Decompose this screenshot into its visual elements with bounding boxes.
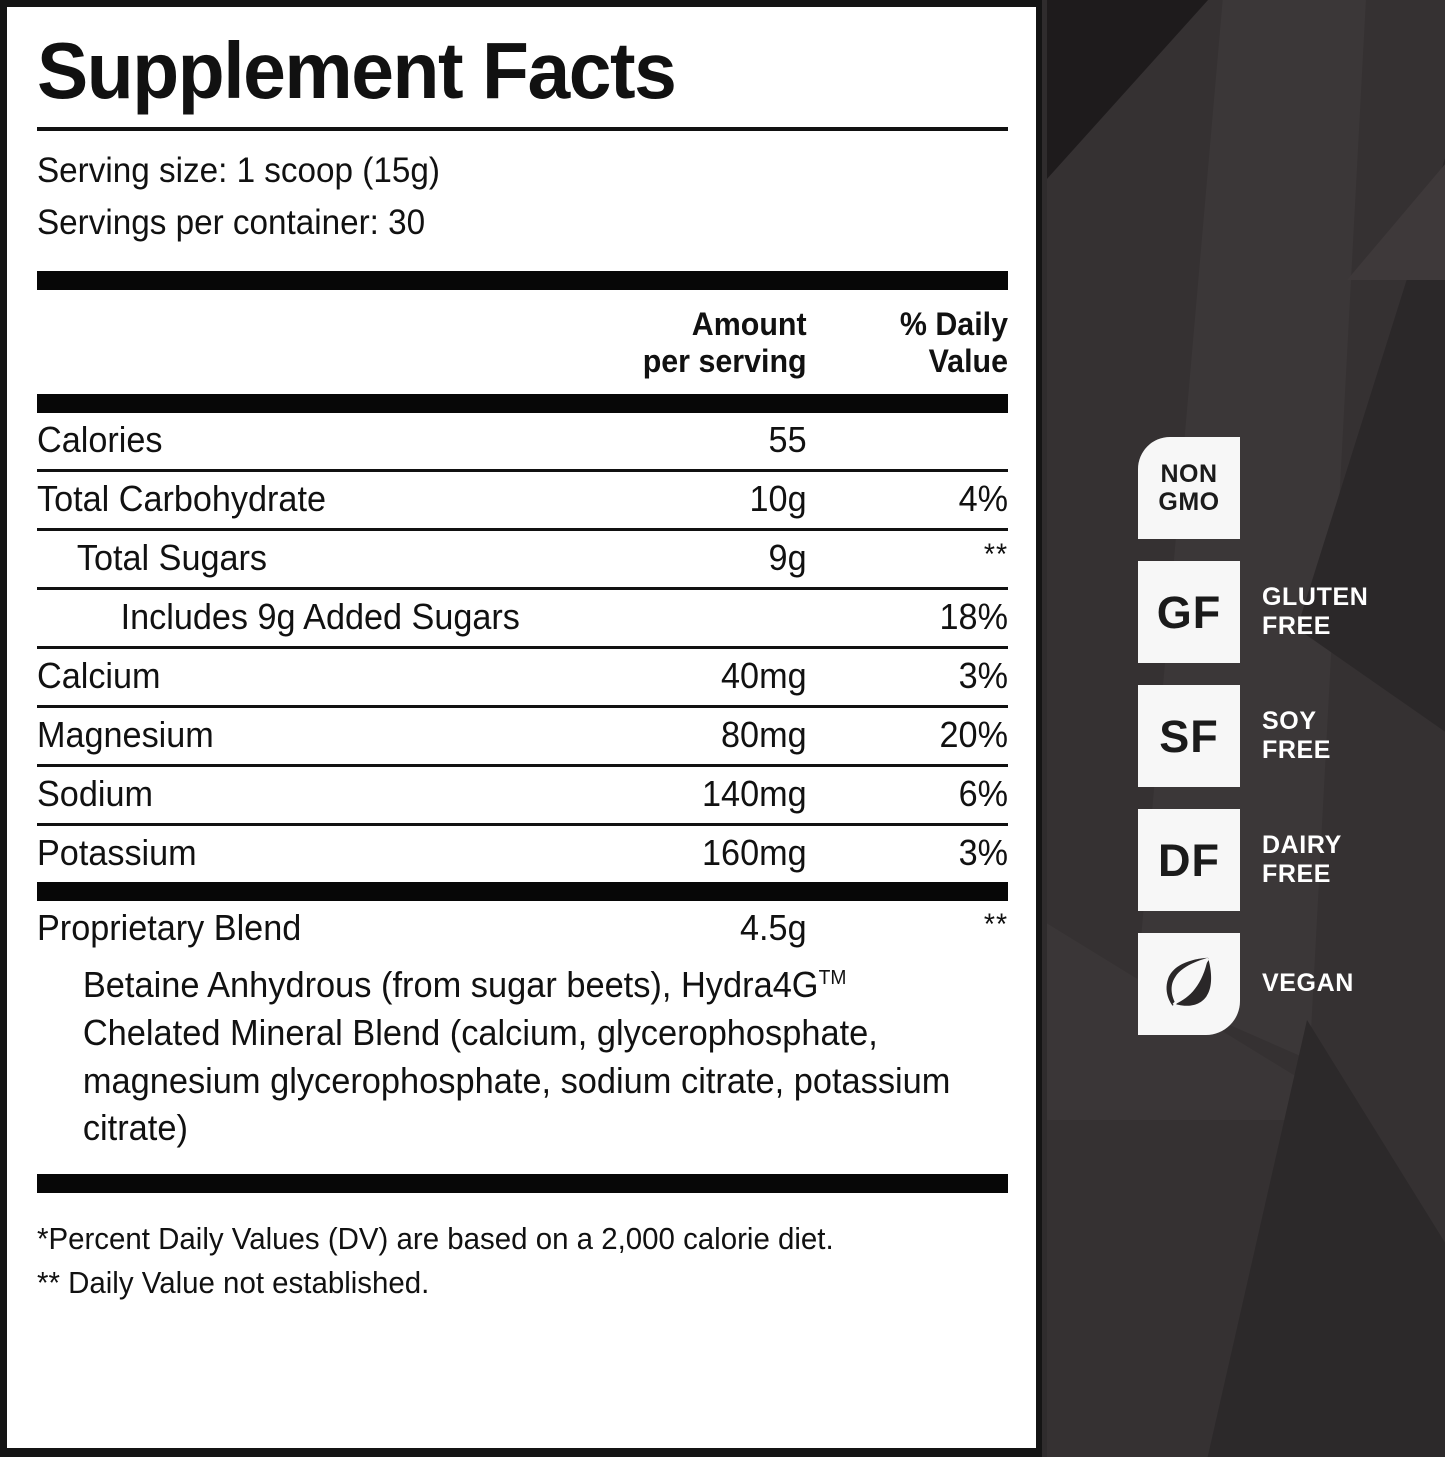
badge-abbreviation: GF <box>1156 586 1222 638</box>
badge-icon-box: NON GMO <box>1138 437 1240 539</box>
table-row: Calories 55 <box>37 413 1008 469</box>
amount-header-line2: per serving <box>642 343 807 380</box>
nutrient-daily-value: 3% <box>958 832 1008 874</box>
badge-icon-box: DF <box>1138 809 1240 911</box>
nutrient-name: Total Carbohydrate <box>37 478 326 520</box>
table-row: Includes 9g Added Sugars 18% <box>37 590 1008 646</box>
nutrient-name: Potassium <box>37 832 197 874</box>
dv-header-line2: Value <box>928 343 1008 380</box>
certification-badges: NON GMO GF GLUTEN FREE SF SOY FREE DF DAIRY FR… <box>1138 437 1438 1057</box>
badge-row: GF GLUTEN FREE <box>1138 561 1438 663</box>
table-row: Magnesium 80mg 20% <box>37 708 1008 764</box>
row-divider <box>37 823 1008 827</box>
nutrient-daily-value: 20% <box>939 714 1008 756</box>
blend-ingredients-pre: Betaine Anhydrous (from sugar beets), Hy… <box>82 964 819 1006</box>
blend-ingredients-post: Chelated Mineral Blend (calcium, glycero… <box>82 1011 951 1149</box>
divider-bar-blend <box>37 882 1008 902</box>
proprietary-blend-row: Proprietary Blend 4.5g ** <box>37 901 1008 957</box>
divider-bar-top <box>37 270 1008 290</box>
nutrient-amount: 10g <box>749 478 807 520</box>
row-divider <box>37 528 1008 532</box>
nutrient-name: Sodium <box>37 773 153 815</box>
badge-abbreviation: SF <box>1159 710 1219 762</box>
badge-row: DF DAIRY FREE <box>1138 809 1438 911</box>
proprietary-blend-ingredients: Betaine Anhydrous (from sugar beets), Hy… <box>37 957 964 1173</box>
nutrient-amount: 40mg <box>721 655 807 697</box>
row-divider <box>37 469 1008 473</box>
table-row: Potassium 160mg 3% <box>37 826 1008 882</box>
proprietary-blend-amount: 4.5g <box>740 907 807 949</box>
nutrient-daily-value: 3% <box>958 655 1008 697</box>
nutrient-table: Calories 55 Total Carbohydrate 10g 4% Total S… <box>37 413 1008 882</box>
leaf-icon <box>1166 957 1212 1006</box>
serving-info: Serving size: 1 scoop (15g) Servings per… <box>37 131 1008 271</box>
page-title: Supplement Facts <box>37 26 677 115</box>
footnotes: *Percent Daily Values (DV) are based on … <box>37 1193 959 1305</box>
proprietary-blend-dv: ** <box>983 908 1008 942</box>
nutrient-daily-value: 6% <box>958 773 1008 815</box>
panel-facet-6 <box>1347 150 1445 280</box>
nutrient-name: Magnesium <box>37 714 214 756</box>
badge-abbreviation: DF <box>1158 834 1220 886</box>
table-row: Total Carbohydrate 10g 4% <box>37 472 1008 528</box>
nutrient-daily-value: ** <box>983 538 1008 572</box>
nutrient-name: Total Sugars <box>76 537 268 579</box>
supplement-facts-panel: Supplement Facts Serving size: 1 scoop (… <box>7 7 1036 1448</box>
table-row: Sodium 140mg 6% <box>37 767 1008 823</box>
row-divider <box>37 764 1008 768</box>
nutrient-amount: 140mg <box>702 773 807 815</box>
servings-per-container: Servings per container: 30 <box>37 202 426 242</box>
nutrient-name: Calcium <box>37 655 161 697</box>
nutrient-amount: 9g <box>768 537 807 579</box>
amount-header-line1: Amount <box>691 305 807 342</box>
badge-label: DAIRY FREE <box>1262 830 1342 889</box>
column-headers: Amount per serving % Daily Value <box>37 290 1008 395</box>
badge-row: SF SOY FREE <box>1138 685 1438 787</box>
nutrient-amount: 55 <box>768 419 807 461</box>
badge-label: VEGAN <box>1262 969 1354 998</box>
nutrient-name: Includes 9g Added Sugars <box>120 596 520 638</box>
title-rule <box>37 127 1008 131</box>
footnote-daily-values: *Percent Daily Values (DV) are based on … <box>37 1220 834 1256</box>
dark-product-panel <box>1047 0 1445 1457</box>
row-divider <box>37 705 1008 709</box>
badge-icon-box: SF <box>1138 685 1240 787</box>
table-row: Total Sugars 9g ** <box>37 531 1008 587</box>
row-divider <box>37 587 1008 591</box>
nutrient-daily-value: 18% <box>939 596 1008 638</box>
divider-bar-headers <box>37 394 1008 414</box>
table-row: Calcium 40mg 3% <box>37 649 1008 705</box>
nutrient-daily-value: 4% <box>958 478 1008 520</box>
daily-value-column-header: % Daily Value <box>828 305 1008 381</box>
nutrient-name: Calories <box>37 419 163 461</box>
dv-header-line1: % Daily <box>899 305 1008 342</box>
amount-column-header: Amount per serving <box>581 306 819 381</box>
badge-row: NON GMO <box>1138 437 1438 539</box>
footnote-not-established: ** Daily Value not established. <box>37 1264 430 1300</box>
badge-stacked-text: NON GMO <box>1158 460 1220 516</box>
divider-bar-footnotes <box>37 1173 1008 1193</box>
badge-icon-box: GF <box>1138 561 1240 663</box>
proprietary-blend-name: Proprietary Blend <box>37 907 302 949</box>
badge-row: VEGAN <box>1138 933 1438 1035</box>
nutrient-amount: 80mg <box>721 714 807 756</box>
badge-icon-box <box>1138 933 1240 1035</box>
supplement-facts-frame: Supplement Facts Serving size: 1 scoop (… <box>0 0 1042 1457</box>
nutrient-amount: 160mg <box>702 832 807 874</box>
badge-label: GLUTEN FREE <box>1262 582 1369 641</box>
trademark-superscript: TM <box>818 967 847 990</box>
serving-size: Serving size: 1 scoop (15g) <box>37 151 440 190</box>
panel-facet-1 <box>1047 0 1217 190</box>
badge-label: SOY FREE <box>1262 706 1332 765</box>
row-divider <box>37 646 1008 650</box>
